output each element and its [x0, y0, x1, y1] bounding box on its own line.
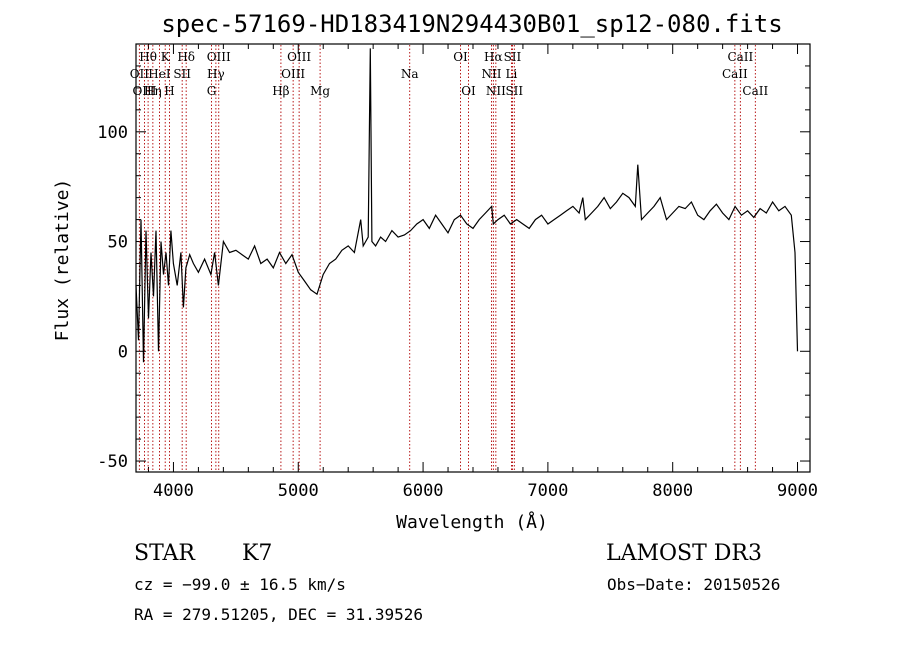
- line-label: CaII: [727, 50, 753, 64]
- line-label: CaII: [722, 67, 748, 81]
- line-label: K: [161, 50, 171, 64]
- y-tick-label: 50: [108, 233, 128, 253]
- x-tick-label: 7000: [527, 481, 568, 501]
- flux-series-line: [135, 48, 799, 363]
- x-tick-label: 4000: [153, 481, 194, 501]
- line-label: Hγ: [207, 67, 225, 81]
- spectral-line-markers: [138, 45, 756, 471]
- survey-name: LAMOST DR3: [606, 541, 762, 566]
- y-tick-label: 0: [118, 342, 128, 362]
- line-label: Hη: [144, 84, 162, 98]
- line-label: OII: [130, 67, 150, 81]
- line-label: G: [207, 84, 217, 98]
- line-label: Hα: [484, 50, 503, 64]
- x-tick-label: 9000: [777, 481, 818, 501]
- chart-title: spec-57169-HD183419N294430B01_sp12-080.f…: [161, 10, 782, 38]
- line-label: OIII: [281, 67, 305, 81]
- x-tick-label: 5000: [278, 481, 319, 501]
- line-label: NII: [481, 67, 501, 81]
- line-label: NII: [486, 84, 506, 98]
- line-label: OIII: [132, 84, 156, 98]
- line-label: SII: [505, 84, 523, 98]
- y-tick-label: 100: [97, 123, 128, 143]
- line-label: Na: [401, 67, 419, 81]
- line-label: Mg: [310, 84, 330, 98]
- line-label: SII: [173, 67, 191, 81]
- y-tick-label: -50: [97, 452, 128, 472]
- plot-frame: [135, 43, 811, 473]
- observation-date: Obs−Date: 20150526: [607, 575, 780, 594]
- object-subclass: K7: [242, 541, 272, 566]
- line-label: OI: [461, 84, 476, 98]
- line-label: OIII: [287, 50, 311, 64]
- redshift-cz: cz = −99.0 ± 16.5 km/s: [134, 575, 346, 594]
- line-label: Hβ: [272, 84, 289, 98]
- y-axis-label: Flux (relative): [52, 179, 73, 342]
- line-label: HeI: [148, 67, 171, 81]
- line-label: CaII: [742, 84, 768, 98]
- plot-axes: 4000 5000 6000 7000 8000 9000 -50 0 50 100: [97, 44, 818, 501]
- ra-dec-coordinates: RA = 279.51205, DEC = 31.39526: [134, 605, 423, 624]
- line-label: Hδ: [177, 50, 195, 64]
- line-label: H: [164, 84, 174, 98]
- x-axis-label: Wavelength (Å): [396, 511, 548, 533]
- line-label: OI: [453, 50, 468, 64]
- line-label: OIII: [207, 50, 231, 64]
- line-label: SII: [504, 50, 522, 64]
- line-label: Hθ: [139, 50, 157, 64]
- line-label: Li: [506, 67, 518, 81]
- x-tick-label: 6000: [403, 481, 444, 501]
- object-class: STAR: [134, 541, 196, 566]
- x-tick-label: 8000: [652, 481, 693, 501]
